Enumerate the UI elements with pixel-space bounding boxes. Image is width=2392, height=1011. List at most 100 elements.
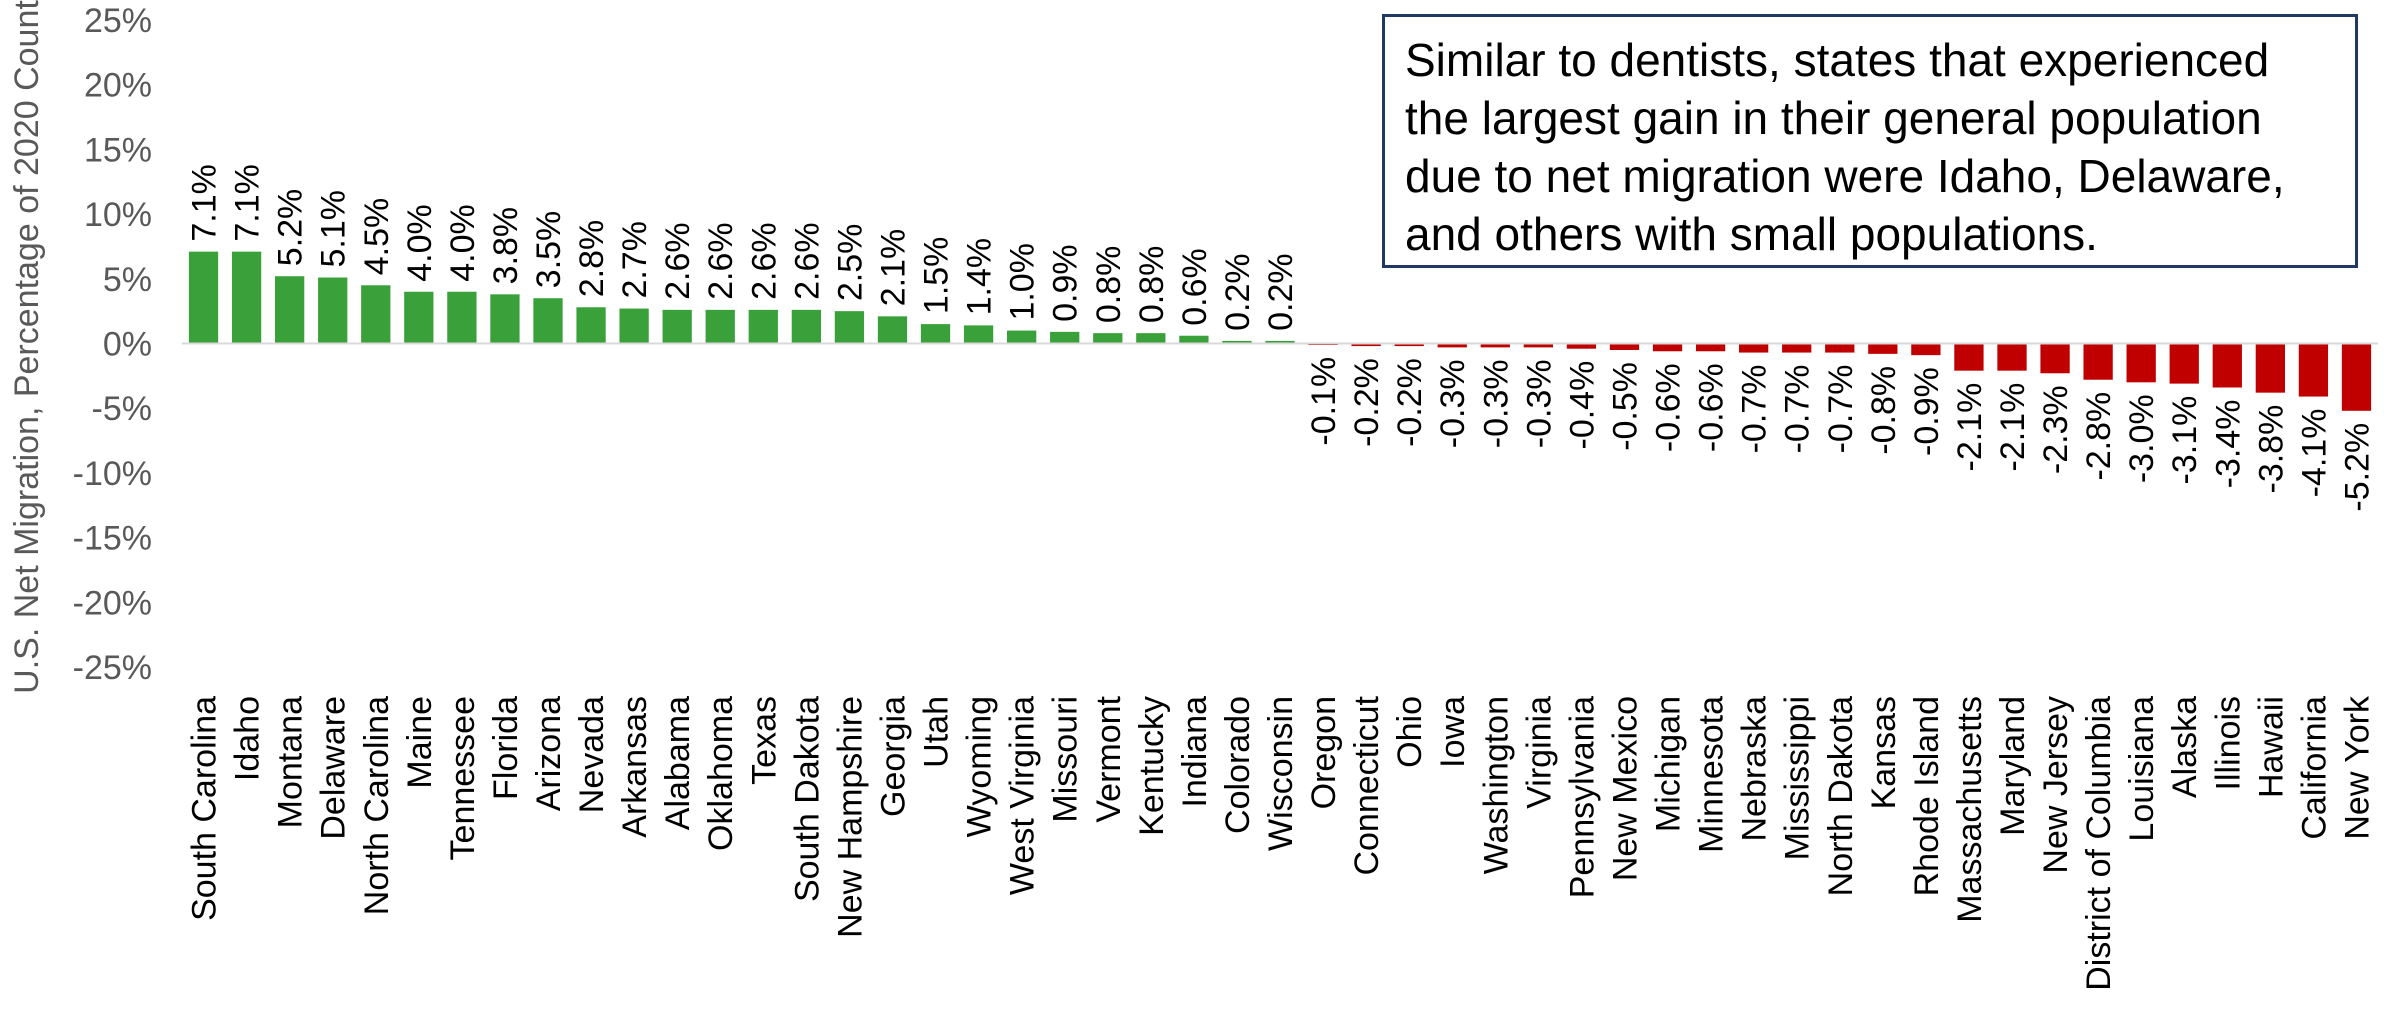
data-label: 5.1% <box>315 190 353 268</box>
data-label: -5.2% <box>2338 423 2376 512</box>
category-label: Georgia <box>874 696 912 817</box>
category-label: South Dakota <box>788 696 826 902</box>
category-label: Delaware <box>315 696 353 840</box>
data-label: 2.1% <box>874 229 912 307</box>
category-label: Tennessee <box>444 696 482 860</box>
category-label: Kentucky <box>1133 696 1171 836</box>
bar <box>1265 340 1295 344</box>
bar <box>1609 343 1640 350</box>
bar <box>619 308 649 344</box>
bar <box>576 307 606 344</box>
data-label: -0.6% <box>1693 363 1731 452</box>
data-label: -2.1% <box>1951 383 1989 472</box>
category-label: Vermont <box>1090 695 1128 822</box>
bar <box>1954 343 1984 371</box>
category-label: West Virginia <box>1004 696 1042 895</box>
bars <box>188 251 2372 411</box>
bar <box>1782 343 1812 353</box>
category-label: Kansas <box>1865 696 1903 809</box>
bar <box>1351 343 1381 347</box>
category-label: Ohio <box>1391 696 1429 768</box>
bar <box>1394 343 1424 347</box>
data-label: -0.7% <box>1822 365 1860 454</box>
data-label: -0.6% <box>1650 363 1688 452</box>
y-tick-label: 20% <box>84 67 152 105</box>
category-label: Iowa <box>1434 696 1472 768</box>
bar <box>404 291 434 344</box>
data-label: -2.1% <box>1994 383 2032 472</box>
bar <box>2083 343 2113 380</box>
category-label: Louisiana <box>2123 696 2161 842</box>
data-label: -0.3% <box>1477 359 1515 448</box>
y-tick-label: 15% <box>84 131 152 169</box>
data-label: -0.1% <box>1305 357 1343 446</box>
data-label: -0.7% <box>1779 365 1817 454</box>
data-label: -0.9% <box>1908 367 1946 456</box>
data-label: 2.6% <box>659 222 697 300</box>
category-label: New Hampshire <box>831 696 869 938</box>
bar <box>1911 343 1941 356</box>
data-label: -3.0% <box>2123 394 2161 483</box>
category-label: Wyoming <box>961 696 999 837</box>
category-label: Mississippi <box>1779 696 1817 860</box>
data-label: -0.3% <box>1520 359 1558 448</box>
data-label: 0.8% <box>1090 246 1128 324</box>
category-label: Alaska <box>2166 696 2204 798</box>
category-label: Oregon <box>1305 696 1343 809</box>
bar <box>275 276 305 344</box>
bar <box>1566 343 1597 349</box>
bar <box>1050 331 1080 344</box>
data-label: 2.7% <box>616 221 654 299</box>
bar <box>705 309 735 344</box>
bar <box>231 251 262 344</box>
data-label: 2.8% <box>573 220 611 298</box>
y-axis-ticks: -25% -20% -15% -10% -5% 0% 5% 10% 15% 20% 25% <box>73 2 152 687</box>
bar <box>1652 343 1683 352</box>
data-label: 0.6% <box>1176 248 1214 326</box>
data-label: -0.5% <box>1606 362 1644 451</box>
bar <box>877 316 908 344</box>
data-label: -0.2% <box>1391 358 1429 447</box>
bar <box>1480 343 1510 348</box>
y-tick-label: -10% <box>73 455 152 493</box>
data-label: 2.6% <box>702 222 740 300</box>
bar <box>2212 343 2242 388</box>
bar <box>1093 333 1123 344</box>
bar <box>834 311 865 344</box>
bar <box>1179 335 1209 344</box>
data-label: 0.2% <box>1262 253 1300 331</box>
category-labels: South Carolina Idaho Montana Delaware North … <box>186 695 2377 991</box>
data-labels: 7.1% 7.1% 5.2% 5.1% 4.5% 4.0% 4.0% 3.8% 3.5% 2.8%… <box>186 164 2377 511</box>
data-label: -0.2% <box>1348 358 1386 447</box>
y-axis-label: U.S. Net Migration, Percentage of 2020 C… <box>8 0 46 694</box>
bar <box>2255 343 2285 393</box>
category-label: Indiana <box>1176 696 1214 808</box>
data-label: 1.0% <box>1004 243 1042 321</box>
category-label: Hawaii <box>2252 696 2290 798</box>
category-label: Virginia <box>1520 696 1558 809</box>
bar <box>188 251 219 344</box>
data-label: -3.8% <box>2252 405 2290 494</box>
bar <box>1695 343 1726 352</box>
category-label: Utah <box>918 696 956 768</box>
data-label: 4.5% <box>358 198 396 276</box>
y-tick-label: 25% <box>84 2 152 40</box>
bar <box>2341 343 2372 411</box>
bar <box>1437 343 1467 348</box>
data-label: 0.8% <box>1133 246 1171 324</box>
bar <box>2169 343 2199 384</box>
y-tick-label: -25% <box>73 649 152 687</box>
category-label: California <box>2295 696 2333 840</box>
category-label: Texas <box>745 696 783 785</box>
bar <box>1523 343 1553 348</box>
category-label: Idaho <box>229 696 267 781</box>
bar <box>318 277 348 344</box>
bar <box>791 309 821 344</box>
data-label: 7.1% <box>229 164 267 242</box>
category-label: Rhode Island <box>1908 696 1946 896</box>
bar <box>2040 343 2070 374</box>
category-label: Arizona <box>530 696 568 811</box>
y-tick-label: 10% <box>84 196 152 234</box>
data-label: -0.7% <box>1736 365 1774 454</box>
